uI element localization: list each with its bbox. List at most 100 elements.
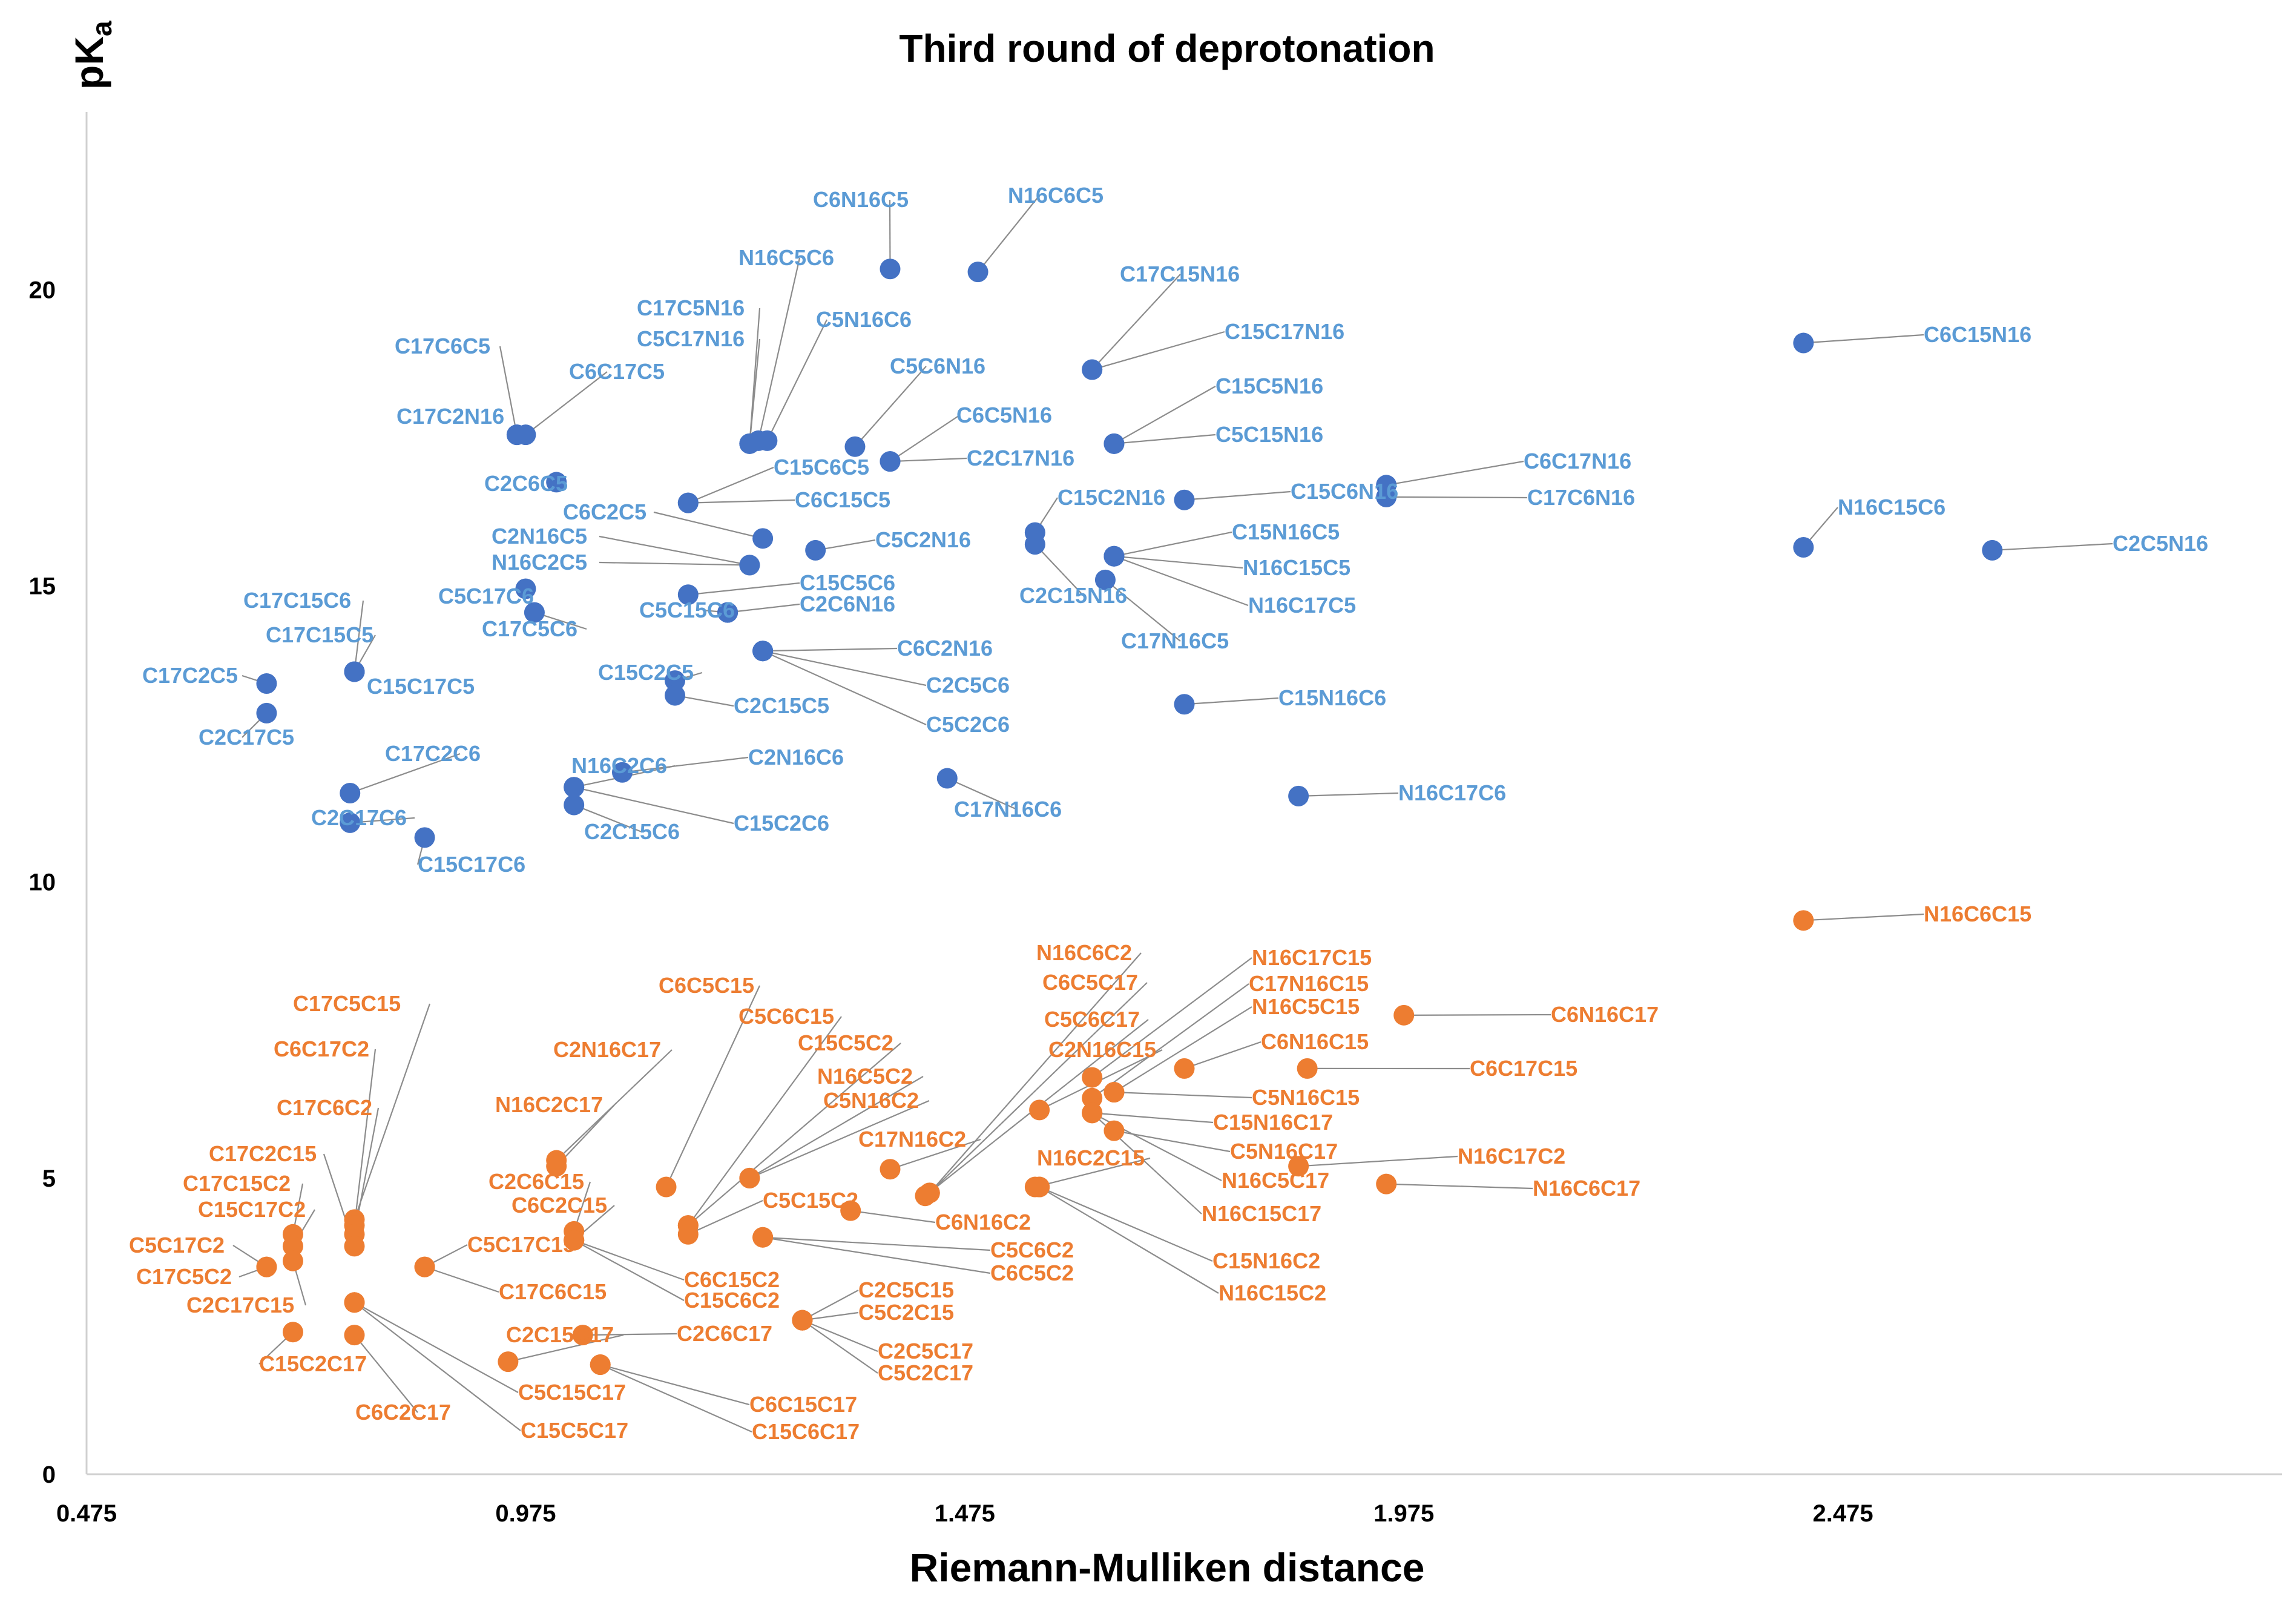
data-point bbox=[1982, 539, 2003, 561]
data-point bbox=[414, 1256, 435, 1277]
data-markers bbox=[256, 259, 2003, 1376]
point-label: C5C17C6 bbox=[438, 584, 534, 608]
point-label: N16C15C2 bbox=[1219, 1280, 1326, 1305]
point-label: C15C5C2 bbox=[798, 1030, 893, 1055]
data-point bbox=[1094, 569, 1116, 590]
point-label: C6C5N16 bbox=[956, 403, 1052, 427]
data-point bbox=[1174, 1058, 1195, 1079]
point-label: C17C15C6 bbox=[243, 588, 351, 613]
data-point bbox=[752, 641, 774, 662]
data-point bbox=[1288, 1156, 1309, 1177]
data-point bbox=[792, 1310, 813, 1331]
point-label: C5C17N16 bbox=[637, 326, 745, 351]
data-point bbox=[739, 433, 760, 454]
y-tick-labels: 0 5 10 15 20 bbox=[29, 277, 56, 1488]
point-label: N16C17C2 bbox=[1458, 1144, 1565, 1168]
point-label: C15N16C2 bbox=[1212, 1248, 1320, 1273]
leader-line bbox=[801, 1319, 878, 1353]
leader-line bbox=[354, 1302, 519, 1393]
y-tick-label: 15 bbox=[29, 573, 56, 600]
point-label: C17C2C15 bbox=[209, 1141, 317, 1166]
leader-line bbox=[653, 511, 763, 539]
data-point bbox=[880, 1159, 901, 1180]
data-point bbox=[1104, 1082, 1125, 1103]
point-label: N16C5C6 bbox=[738, 245, 834, 270]
point-label: C5C17C2 bbox=[129, 1233, 225, 1257]
point-label: N16C5C17 bbox=[1222, 1168, 1329, 1193]
point-label: C6C15C2 bbox=[684, 1267, 780, 1292]
data-point bbox=[256, 1256, 277, 1277]
data-point bbox=[414, 827, 435, 848]
leader-line bbox=[749, 338, 761, 444]
data-point bbox=[1029, 1099, 1050, 1121]
data-point bbox=[1793, 537, 1814, 558]
point-label: C6N16C15 bbox=[1261, 1029, 1369, 1054]
point-label: C2N16C5 bbox=[492, 524, 587, 549]
point-label: C2C5N16 bbox=[2113, 531, 2208, 556]
data-point bbox=[757, 430, 778, 451]
leader-line bbox=[1091, 983, 1249, 1099]
point-label: N16C6C5 bbox=[1008, 183, 1104, 208]
point-label: C6N16C5 bbox=[813, 187, 909, 212]
point-label: C15C6C17 bbox=[752, 1419, 860, 1444]
point-label: C6C17C15 bbox=[1470, 1056, 1577, 1081]
leader-line bbox=[1114, 531, 1232, 557]
data-point bbox=[546, 1156, 567, 1177]
point-label: C15N16C5 bbox=[1232, 519, 1340, 544]
point-label: C5C15N16 bbox=[1215, 422, 1323, 447]
point-label: C2C6C15 bbox=[488, 1169, 584, 1194]
point-label: C17C15C5 bbox=[266, 622, 373, 647]
point-label: N16C6C17 bbox=[1533, 1176, 1640, 1201]
point-label: C6C15C5 bbox=[795, 487, 890, 512]
point-label: C17C15C2 bbox=[183, 1171, 291, 1196]
point-label: C15C5C6 bbox=[800, 570, 895, 595]
data-point bbox=[752, 528, 774, 549]
data-point bbox=[752, 1227, 774, 1248]
data-point bbox=[915, 1185, 936, 1207]
point-label: N16C2C15 bbox=[1037, 1145, 1145, 1170]
data-point bbox=[1376, 486, 1397, 507]
point-label: C17C5N16 bbox=[637, 295, 745, 320]
leader-line bbox=[749, 1076, 924, 1179]
data-point bbox=[546, 472, 567, 493]
point-label: C2C17C6 bbox=[311, 805, 407, 830]
y-tick-label: 5 bbox=[42, 1165, 56, 1192]
point-label: N16C2C17 bbox=[495, 1092, 603, 1117]
data-point bbox=[1104, 433, 1125, 454]
data-point bbox=[524, 602, 545, 623]
point-label: N16C17C6 bbox=[1398, 780, 1506, 805]
leader-line bbox=[350, 817, 415, 824]
leader-line bbox=[688, 1043, 901, 1226]
data-point bbox=[564, 1230, 585, 1251]
point-label: C2N16C17 bbox=[553, 1037, 661, 1062]
leader-line bbox=[599, 535, 750, 566]
leader-line bbox=[508, 1334, 624, 1363]
data-point bbox=[1029, 1176, 1050, 1198]
y-axis-title: pKa bbox=[67, 21, 117, 90]
leader-line bbox=[1386, 1183, 1533, 1190]
leader-line bbox=[854, 366, 927, 447]
data-point bbox=[739, 555, 760, 576]
point-label: C2C15C6 bbox=[584, 819, 680, 844]
data-point bbox=[880, 451, 901, 472]
data-point bbox=[1297, 1058, 1318, 1079]
point-label: N16C17C15 bbox=[1252, 945, 1372, 970]
data-point bbox=[611, 762, 633, 783]
point-label: N16C6C2 bbox=[1036, 940, 1132, 965]
point-label: C17N16C15 bbox=[1249, 971, 1369, 996]
y-axis-label: pKa bbox=[67, 21, 117, 90]
leader-line bbox=[688, 499, 795, 504]
leader-line bbox=[1114, 555, 1249, 607]
point-label: C5C6C15 bbox=[738, 1004, 834, 1029]
data-point bbox=[506, 424, 527, 446]
leader-line bbox=[1386, 460, 1524, 486]
point-label: C15C2C5 bbox=[598, 660, 694, 685]
point-label: C6N16C17 bbox=[1551, 1002, 1659, 1027]
point-label: C6C15N16 bbox=[1924, 322, 2031, 347]
point-label: C2C6C5 bbox=[484, 471, 568, 496]
leader-line bbox=[801, 1319, 878, 1374]
leader-line bbox=[1803, 913, 1924, 921]
data-point bbox=[967, 262, 988, 283]
data-point bbox=[717, 602, 738, 623]
point-label: C17C6N16 bbox=[1527, 485, 1635, 510]
